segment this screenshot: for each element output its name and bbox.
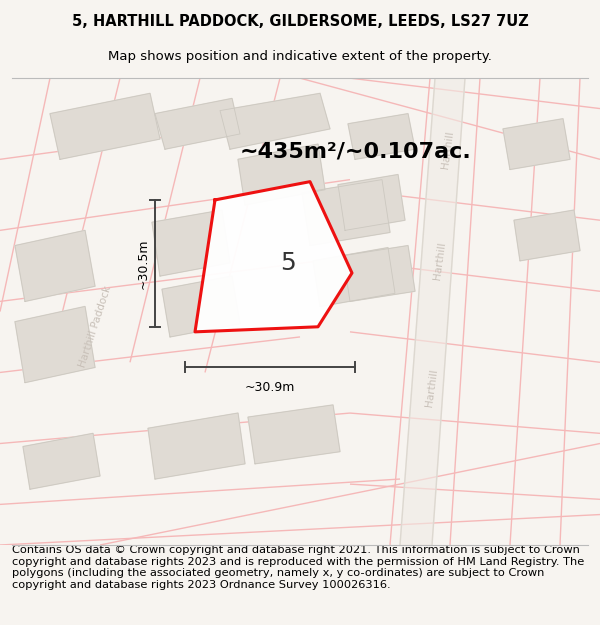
Text: 5, HARTHILL PADDOCK, GILDERSOME, LEEDS, LS27 7UZ: 5, HARTHILL PADDOCK, GILDERSOME, LEEDS, … <box>71 14 529 29</box>
Polygon shape <box>343 246 415 301</box>
Polygon shape <box>152 210 230 276</box>
Polygon shape <box>400 78 465 545</box>
Text: Harthill Paddock: Harthill Paddock <box>77 285 113 369</box>
Polygon shape <box>162 276 240 337</box>
Polygon shape <box>514 210 580 261</box>
Text: Map shows position and indicative extent of the property.: Map shows position and indicative extent… <box>108 50 492 62</box>
Polygon shape <box>248 405 340 464</box>
Text: 5: 5 <box>280 251 296 274</box>
Text: Harthill: Harthill <box>440 129 455 169</box>
Polygon shape <box>15 231 95 301</box>
Text: Harthill: Harthill <box>424 368 440 408</box>
Text: Harthill: Harthill <box>433 241 448 281</box>
Polygon shape <box>195 182 352 332</box>
Polygon shape <box>238 144 325 205</box>
Polygon shape <box>155 98 240 149</box>
Polygon shape <box>148 413 245 479</box>
Text: ~435m²/~0.107ac.: ~435m²/~0.107ac. <box>240 141 472 161</box>
Polygon shape <box>302 179 390 246</box>
Polygon shape <box>23 433 100 489</box>
Polygon shape <box>50 93 160 159</box>
Text: ~30.5m: ~30.5m <box>137 238 149 289</box>
Polygon shape <box>313 248 395 306</box>
Polygon shape <box>348 114 415 159</box>
Polygon shape <box>503 119 570 169</box>
Text: ~30.9m: ~30.9m <box>245 381 295 394</box>
Polygon shape <box>338 174 405 231</box>
Polygon shape <box>220 93 330 149</box>
Polygon shape <box>15 306 95 382</box>
Text: Contains OS data © Crown copyright and database right 2021. This information is : Contains OS data © Crown copyright and d… <box>12 545 584 590</box>
